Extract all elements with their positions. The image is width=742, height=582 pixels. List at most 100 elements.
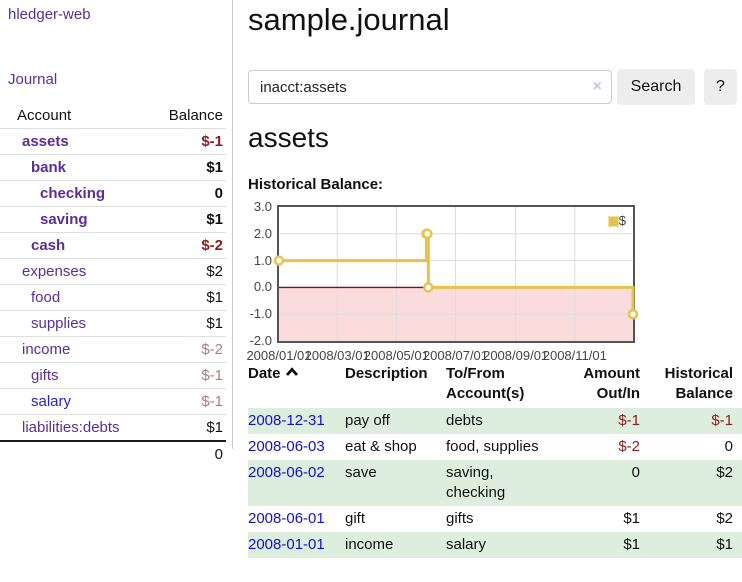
transaction-amount: $-2 (618, 438, 640, 455)
x-axis-tick-label: 2008/07/01 (422, 348, 489, 363)
x-axis-tick-label: 2008/03/01 (304, 348, 370, 363)
account-heading: assets (248, 122, 329, 153)
register-row: 2008-06-02 save saving, checking 0 $2 (248, 460, 742, 506)
sidebar: hledger-web Journal Account Balance asse… (0, 0, 233, 467)
sidebar-account-link-food[interactable]: food (31, 289, 61, 306)
accounts-column-header: To/From Account(s) (446, 365, 525, 402)
sidebar-account-link-salary[interactable]: salary (31, 393, 72, 410)
transaction-amount: $1 (623, 510, 640, 527)
legend-label: $ (618, 213, 626, 228)
y-axis-tick-label: -1.0 (249, 306, 272, 322)
sidebar-account-balance: $-2 (140, 232, 226, 259)
account-table-header: Account Balance (0, 104, 226, 129)
sidebar-account-balance: $-2 (140, 336, 226, 363)
transaction-accounts: food, supplies (446, 438, 539, 455)
sidebar-account-row: bank $1 (0, 154, 226, 181)
transaction-balance: $1 (716, 536, 733, 553)
transaction-accounts: debts (446, 412, 483, 429)
sidebar-account-balance: $2 (140, 258, 226, 285)
sidebar-account-link-liabilities-debts[interactable]: liabilities:debts (22, 419, 120, 436)
transaction-date-link[interactable]: 2008-06-01 (248, 510, 325, 527)
y-axis-tick-label: 3.0 (253, 199, 272, 214)
sidebar-account-row: gifts $-1 (0, 362, 226, 389)
sidebar-account-link-gifts[interactable]: gifts (31, 367, 59, 384)
sidebar-account-row: salary $-1 (0, 388, 226, 415)
transaction-description: save (345, 464, 377, 481)
transaction-description: income (345, 536, 394, 553)
transaction-balance: $2 (716, 510, 733, 527)
register-header-row: Date Description To/From Account(s) Amou… (248, 360, 742, 408)
transaction-date-link[interactable]: 2008-12-31 (248, 412, 325, 429)
search-row: × Search ? (248, 69, 742, 105)
register-row: 2008-01-01 income salary $1 $1 (248, 532, 742, 558)
sidebar-account-row: income $-2 (0, 336, 226, 363)
chart-legend: $ (607, 213, 626, 228)
transaction-description: eat & shop (345, 438, 417, 455)
transaction-description: gift (345, 510, 366, 527)
x-axis-tick-label: 2008/09/01 (483, 348, 549, 363)
sidebar-account-link-bank[interactable]: bank (31, 159, 67, 176)
sidebar-account-row: supplies $1 (0, 310, 226, 337)
transaction-date-link[interactable]: 2008-06-02 (248, 464, 325, 481)
transaction-description: pay off (345, 412, 390, 429)
y-axis-tick-label: 1.0 (253, 252, 272, 268)
sidebar-account-link-assets[interactable]: assets (22, 133, 69, 150)
register-table: Date Description To/From Account(s) Amou… (248, 360, 742, 558)
historical-balance-chart: 3.0 2.0 1.0 0.0 -1.0 -2.0 $ 2008/01/01 2008/03… (240, 199, 640, 364)
search-box: × (248, 70, 612, 104)
description-column-header: Description (345, 365, 428, 382)
sidebar-account-link-checking[interactable]: checking (40, 185, 106, 202)
transaction-balance: 0 (724, 438, 733, 455)
sidebar-account-balance: $1 (140, 310, 226, 337)
main-content: sample.journal × Search ? assets Histori… (246, 0, 742, 582)
register-row: 2008-12-31 pay off debts $-1 $-1 (248, 408, 742, 434)
page-title: sample.journal (248, 2, 450, 37)
transaction-amount: $1 (623, 536, 640, 553)
y-axis-tick-label: -2.0 (249, 333, 272, 348)
transaction-date-link[interactable]: 2008-06-03 (248, 438, 325, 455)
x-axis-tick-label: 2008/11/01 (542, 348, 607, 363)
legend-swatch-icon (607, 216, 619, 227)
chart-plot-area: $ (273, 205, 639, 343)
transaction-amount: 0 (631, 464, 640, 481)
sort-ascending-icon (285, 367, 298, 376)
y-axis-tick-label: 0.0 (253, 279, 272, 295)
date-column-header[interactable]: Date (248, 360, 345, 408)
transaction-balance: $2 (716, 464, 733, 481)
search-button[interactable]: Search (617, 69, 695, 105)
app-brand[interactable]: hledger-web (8, 6, 91, 23)
sidebar-account-balance: $-1 (140, 362, 226, 389)
sidebar-total-row: 0 (0, 440, 226, 467)
help-button[interactable]: ? (704, 69, 737, 105)
sidebar-item-journal[interactable]: Journal (8, 71, 58, 88)
transaction-amount: $-1 (618, 412, 640, 429)
x-axis-tick-label: 2008/01/01 (246, 348, 312, 363)
y-axis-tick-label: 2.0 (253, 225, 272, 241)
sidebar-account-row: cash $-2 (0, 232, 226, 259)
sidebar-account-balance: $1 (140, 284, 226, 311)
account-balance-table: Account Balance assets $-1 bank $1 checking 0… (0, 104, 226, 467)
sidebar-account-row: assets $-1 (0, 128, 226, 155)
balance-column-header: Balance (168, 107, 223, 124)
x-axis-tick-label: 2008/05/01 (363, 348, 429, 363)
sidebar-account-row: liabilities:debts $1 (0, 414, 226, 441)
amount-column-header: Amount Out/In (583, 365, 640, 402)
balance-column-header: Historical Balance (664, 365, 733, 402)
sidebar-account-link-saving[interactable]: saving (40, 211, 88, 228)
sidebar-account-balance: $1 (140, 154, 226, 181)
sidebar-account-balance: 0 (140, 180, 226, 207)
sidebar-account-link-income[interactable]: income (22, 341, 71, 358)
sidebar-account-balance: $-1 (140, 128, 226, 155)
transaction-date-link[interactable]: 2008-01-01 (248, 536, 325, 553)
sidebar-account-link-cash[interactable]: cash (31, 237, 66, 254)
sidebar-account-row: saving $1 (0, 206, 226, 233)
sidebar-account-link-expenses[interactable]: expenses (22, 263, 87, 280)
sidebar-account-balance: $1 (140, 206, 226, 233)
account-column-header: Account (17, 107, 72, 124)
clear-search-icon[interactable]: × (592, 78, 602, 95)
chart-heading: Historical Balance: (248, 176, 384, 193)
sidebar-account-link-supplies[interactable]: supplies (31, 315, 87, 332)
register-row: 2008-06-03 eat & shop food, supplies $-2 0 (248, 434, 742, 460)
search-input[interactable] (260, 71, 580, 103)
